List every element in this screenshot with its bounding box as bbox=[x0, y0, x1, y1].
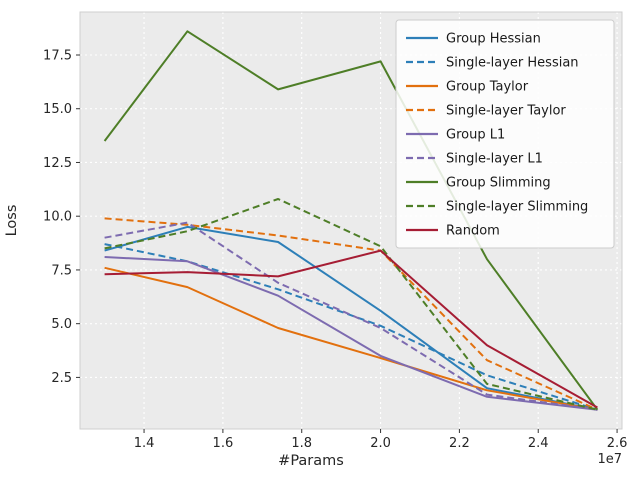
legend-label: Random bbox=[446, 224, 500, 239]
legend-item-random: Random bbox=[406, 224, 500, 239]
y-tick-label: 7.5 bbox=[51, 263, 72, 278]
legend-item-single-layer-taylor: Single-layer Taylor bbox=[406, 104, 566, 119]
y-tick-label: 2.5 bbox=[51, 371, 72, 386]
legend-label: Single-layer Taylor bbox=[446, 104, 566, 119]
plot-frame bbox=[79, 11, 623, 430]
legend-item-group-slimming: Group Slimming bbox=[406, 176, 551, 191]
legend-item-group-taylor: Group Taylor bbox=[406, 80, 529, 95]
legend-label: Group Slimming bbox=[446, 176, 551, 191]
x-tick-label: 2.0 bbox=[370, 436, 391, 451]
legend: Group Hessian Single-layer Hessian Group T… bbox=[395, 19, 615, 249]
y-tick-label: 10.0 bbox=[43, 210, 72, 225]
x-tick-label: 1.8 bbox=[291, 436, 312, 451]
legend-item-single-layer-l1: Single-layer L1 bbox=[406, 152, 543, 167]
series-line-group-l1 bbox=[104, 256, 598, 411]
legend-item-single-layer-hessian: Single-layer Hessian bbox=[406, 56, 579, 71]
y-axis-label: Loss bbox=[4, 205, 20, 237]
legend-label: Single-layer Slimming bbox=[446, 200, 588, 215]
y-tick-label: 12.5 bbox=[43, 156, 72, 171]
x-axis-offset-label: 1e7 bbox=[597, 452, 622, 467]
legend-item-single-layer-slimming: Single-layer Slimming bbox=[406, 200, 588, 215]
legend-label: Single-layer L1 bbox=[446, 152, 543, 167]
y-tick-label: 5.0 bbox=[51, 317, 72, 332]
legend-label: Group Taylor bbox=[446, 80, 529, 95]
x-axis-label: #Params bbox=[278, 453, 344, 469]
x-tick-label: 2.2 bbox=[449, 436, 470, 451]
series-line-group-hessian bbox=[104, 225, 598, 411]
series-line-single-layer-hessian bbox=[104, 243, 598, 411]
legend-item-group-hessian: Group Hessian bbox=[406, 32, 541, 47]
series-line-random bbox=[104, 249, 598, 409]
legend-item-group-l1: Group L1 bbox=[406, 128, 505, 143]
series-line-group-slimming bbox=[103, 30, 599, 411]
series-line-single-layer-slimming bbox=[104, 198, 598, 411]
y-tick-label: 15.0 bbox=[43, 102, 72, 117]
series-line-single-layer-taylor bbox=[104, 217, 598, 411]
legend-label: Single-layer Hessian bbox=[446, 56, 579, 71]
x-tick-label: 1.6 bbox=[213, 436, 234, 451]
series-line-single-layer-l1 bbox=[104, 221, 598, 411]
x-tick-label: 2.4 bbox=[528, 436, 549, 451]
series-line-group-taylor bbox=[104, 266, 598, 411]
legend-box bbox=[395, 19, 615, 249]
x-tick-label: 2.6 bbox=[607, 436, 628, 451]
x-tick-label: 1.4 bbox=[134, 436, 155, 451]
y-tick-label: 17.5 bbox=[43, 48, 72, 63]
legend-label: Group Hessian bbox=[446, 32, 541, 47]
legend-label: Group L1 bbox=[446, 128, 505, 143]
